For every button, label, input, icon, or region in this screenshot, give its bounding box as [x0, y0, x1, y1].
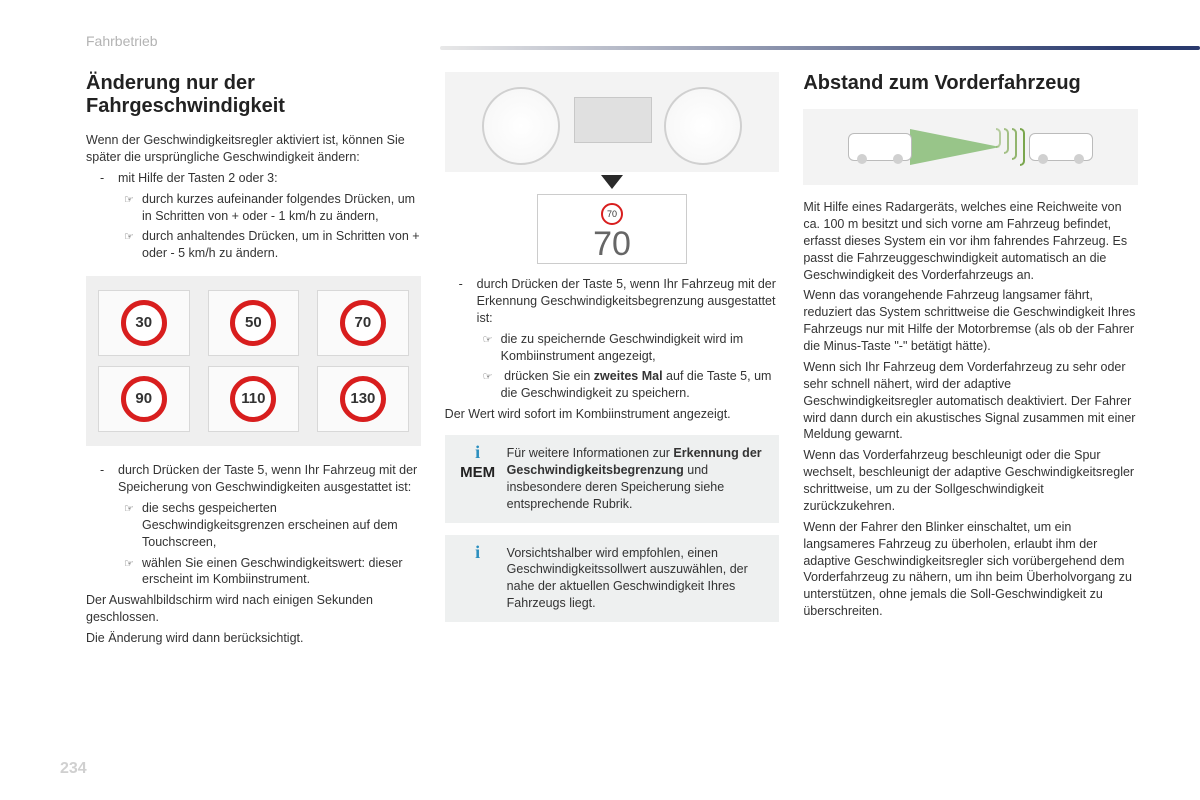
- speed-sign-icon: 130: [340, 376, 386, 422]
- header-rule: [440, 46, 1200, 50]
- detected-speed-panel: 70 70: [537, 194, 687, 264]
- text: Wenn der Geschwindigkeitsregler aktivier…: [86, 132, 421, 166]
- column-right: Abstand zum Vorderfahrzeug Mit Hilfe ein…: [803, 72, 1138, 750]
- list-item: mit Hilfe der Tasten 2 oder 3:: [86, 170, 421, 187]
- text: Der Wert wird sofort im Kombiinstrument …: [445, 406, 780, 423]
- list-item: wählen Sie einen Geschwindigkeitswert: d…: [86, 555, 421, 589]
- speed-sign-tile: 50: [208, 290, 300, 356]
- info-box-mem: i MEM Für weitere Informationen zur Erke…: [445, 435, 780, 523]
- list-item: die sechs gespeicherten Geschwindigkeits…: [86, 500, 421, 551]
- speed-sign-icon: 90: [121, 376, 167, 422]
- radar-illustration: [803, 109, 1138, 185]
- list-item: durch kurzes aufeinander folgendes Drück…: [86, 191, 421, 225]
- car-icon: [1029, 133, 1093, 161]
- speed-sign-tile: 130: [317, 366, 409, 432]
- info-icon: i: [455, 443, 501, 461]
- car-icon: [848, 133, 912, 161]
- text: Mit Hilfe eines Radargeräts, welches ein…: [803, 199, 1138, 283]
- radar-beam-icon: [910, 129, 1000, 165]
- text: Die Änderung wird dann berücksichtigt.: [86, 630, 421, 647]
- speed-sign-tile: 90: [98, 366, 190, 432]
- info-icon: i: [455, 543, 501, 561]
- text: Wenn der Fahrer den Blinker einschaltet,…: [803, 519, 1138, 620]
- gauge-icon: [482, 87, 560, 165]
- heading-col3: Abstand zum Vorderfahrzeug: [803, 72, 1138, 95]
- dashboard-illustration: [445, 72, 780, 172]
- list-item: durch Drücken der Taste 5, wenn Ihr Fahr…: [86, 462, 421, 496]
- screen-icon: [574, 97, 652, 143]
- info-box-caution: i Vorsichtshalber wird empfohlen, einen …: [445, 535, 780, 623]
- speed-sign-icon: 110: [230, 376, 276, 422]
- speed-sign-icon: 70: [340, 300, 386, 346]
- text: Wenn das vorangehende Fahrzeug langsamer…: [803, 287, 1138, 355]
- list-item: die zu speichernde Geschwindigkeit wird …: [445, 331, 780, 365]
- speed-sign-icon: 50: [230, 300, 276, 346]
- mem-badge: MEM: [455, 463, 501, 483]
- radar-waves-icon: [996, 128, 1025, 166]
- speed-sign-tile: 110: [208, 366, 300, 432]
- heading-col1: Änderung nur der Fahrgeschwindigkeit: [86, 72, 421, 118]
- section-label: Fahrbetrieb: [86, 33, 158, 49]
- speed-sign-tile: 70: [317, 290, 409, 356]
- text: Der Auswahlbildschirm wird nach einigen …: [86, 592, 421, 626]
- speed-sign-tile: 30: [98, 290, 190, 356]
- speed-sign-icon: 30: [121, 300, 167, 346]
- detected-speed-value: 70: [538, 227, 686, 261]
- arrow-down-icon: [601, 175, 623, 189]
- page-number: 234: [60, 760, 87, 778]
- text: Wenn sich Ihr Fahrzeug dem Vorderfahrzeu…: [803, 359, 1138, 443]
- column-left: Änderung nur der Fahrgeschwindigkeit Wen…: [86, 72, 421, 750]
- speed-sign-icon: 70: [601, 203, 623, 225]
- gauge-icon: [664, 87, 742, 165]
- list-item: durch anhaltendes Drücken, um in Schritt…: [86, 228, 421, 262]
- text: Wenn das Vorderfahrzeug beschleunigt ode…: [803, 447, 1138, 515]
- speed-sign-grid: 30 50 70 90 110 130: [86, 276, 421, 446]
- list-item: drücken Sie ein zweites Mal auf die Tast…: [445, 368, 780, 402]
- list-item: durch Drücken der Taste 5, wenn Ihr Fahr…: [445, 276, 780, 327]
- column-middle: 70 70 durch Drücken der Taste 5, wenn Ih…: [445, 72, 780, 750]
